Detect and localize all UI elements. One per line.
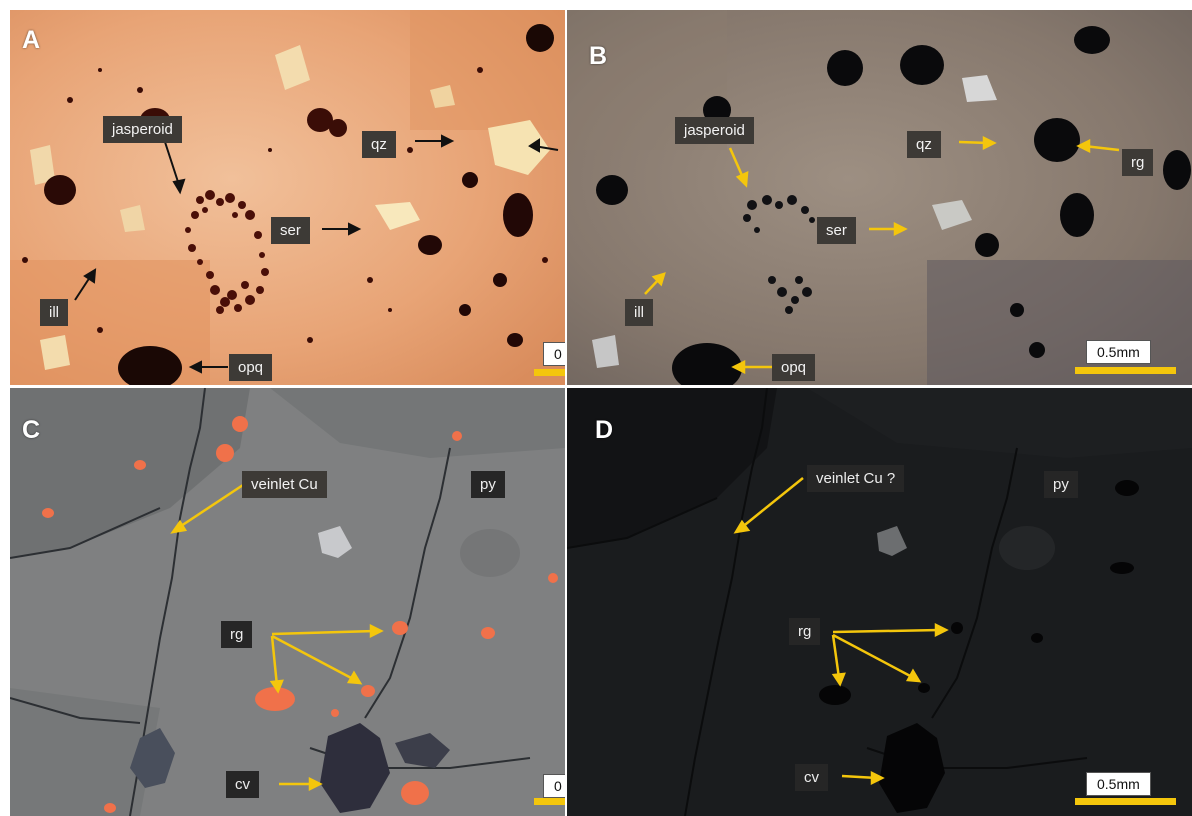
- scale-label: 0.5mm: [1086, 772, 1151, 796]
- scale-bar: [534, 369, 565, 376]
- label-qz: qz: [907, 131, 941, 158]
- label-cv: cv: [226, 771, 259, 798]
- panel-c-letter: C: [22, 416, 41, 444]
- scale-bar: [1075, 367, 1176, 374]
- label-veinlet: veinlet Cu ?: [807, 465, 905, 492]
- label-opq: opq: [772, 354, 816, 381]
- panel-b-image: [567, 10, 1192, 385]
- label-py: py: [1044, 471, 1078, 498]
- scale-label: 0: [543, 342, 565, 366]
- label-ill: ill: [625, 299, 653, 326]
- label-ill: ill: [40, 299, 68, 326]
- label-ser: ser: [817, 217, 856, 244]
- label-veinlet: veinlet Cu: [242, 471, 327, 498]
- panel-a-image: [10, 10, 565, 385]
- panel-a-letter: A: [22, 26, 41, 54]
- label-py: py: [471, 471, 505, 498]
- label-rg: rg: [221, 621, 253, 648]
- panel-c: C veinlet Cu py rg cv 0: [10, 388, 565, 816]
- panel-d: D veinlet Cu ? py rg cv 0.5mm: [567, 388, 1192, 816]
- scale-label: 0: [543, 774, 565, 798]
- panel-a: A jasperoid qz ser ill opq 0: [10, 10, 565, 385]
- scale-label: 0.5mm: [1086, 340, 1151, 364]
- label-rg: rg: [789, 618, 821, 645]
- label-jasperoid: jasperoid: [675, 117, 754, 144]
- label-cv: cv: [795, 764, 828, 791]
- panel-b: B jasperoid qz rg ser ill opq 0.5mm: [567, 10, 1192, 385]
- scale-bar: [534, 798, 565, 805]
- panel-b-letter: B: [589, 42, 608, 70]
- panel-c-image: [10, 388, 565, 816]
- label-qz: qz: [362, 131, 396, 158]
- label-ser: ser: [271, 217, 310, 244]
- label-jasperoid: jasperoid: [103, 116, 182, 143]
- scale-bar: [1075, 798, 1176, 805]
- panel-d-image: [567, 388, 1192, 816]
- panel-d-letter: D: [595, 416, 614, 444]
- label-opq: opq: [229, 354, 273, 381]
- label-rg: rg: [1122, 149, 1154, 176]
